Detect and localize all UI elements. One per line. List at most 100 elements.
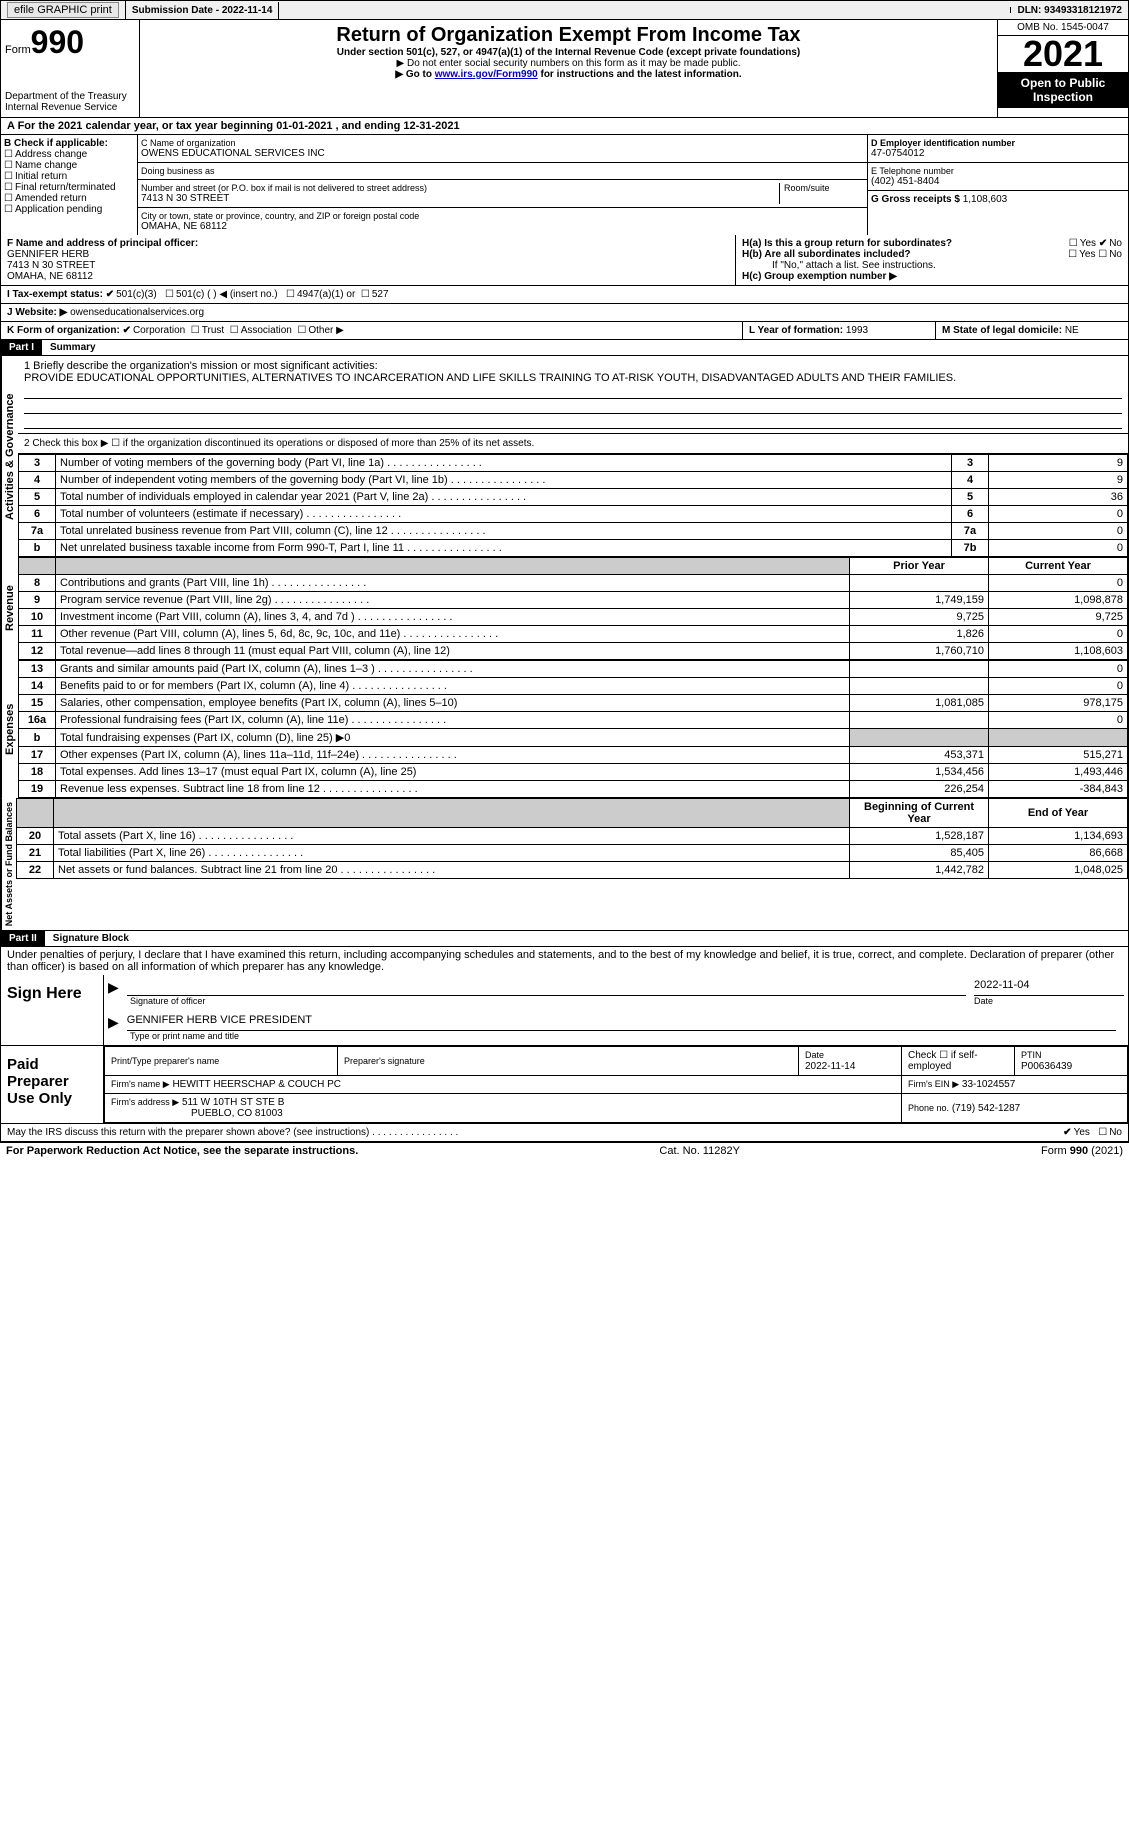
hb-note: If "No," attach a list. See instructions… — [742, 260, 1122, 271]
governance-table: 3Number of voting members of the governi… — [18, 454, 1128, 557]
irs-link[interactable]: www.irs.gov/Form990 — [435, 69, 538, 80]
discuss-row: May the IRS discuss this return with the… — [0, 1124, 1129, 1142]
officer-printed-name: GENNIFER HERB VICE PRESIDENT — [127, 1014, 1116, 1031]
table-row: 4Number of independent voting members of… — [19, 472, 1128, 489]
cb-trust[interactable] — [191, 325, 202, 336]
paid-preparer-label: Paid Preparer Use Only — [1, 1046, 104, 1123]
table-row: 7aTotal unrelated business revenue from … — [19, 523, 1128, 540]
phone-value: (402) 451-8404 — [871, 176, 1125, 187]
table-row: 12Total revenue—add lines 8 through 11 (… — [19, 643, 1128, 660]
hb-yes-cb[interactable] — [1068, 249, 1079, 260]
discuss-yes-cb[interactable] — [1063, 1127, 1073, 1138]
cb-app-pending[interactable] — [4, 204, 15, 215]
city-label: City or town, state or province, country… — [141, 211, 864, 221]
table-row: 6Total number of volunteers (estimate if… — [19, 506, 1128, 523]
note-ssn: ▶ Do not enter social security numbers o… — [144, 58, 993, 69]
phone-label: E Telephone number — [871, 166, 1125, 176]
sign-here-label: Sign Here — [1, 975, 104, 1045]
table-row: 3Number of voting members of the governi… — [19, 455, 1128, 472]
cb-amended[interactable] — [4, 193, 15, 204]
city-value: OMAHA, NE 68112 — [141, 221, 864, 232]
line2: 2 Check this box ▶ ☐ if the organization… — [18, 434, 1128, 454]
table-row: 11Other revenue (Part VIII, column (A), … — [19, 626, 1128, 643]
part2-title: Signature Block — [45, 931, 137, 946]
form-header: Form990 Department of the Treasury Inter… — [0, 20, 1129, 118]
form-title: Return of Organization Exempt From Incom… — [144, 24, 993, 47]
gross-label: G Gross receipts $ — [871, 194, 960, 205]
table-row: 17Other expenses (Part IX, column (A), l… — [19, 747, 1128, 764]
room-label: Room/suite — [784, 183, 864, 193]
table-row: 19Revenue less expenses. Subtract line 1… — [19, 781, 1128, 798]
footer-mid: Cat. No. 11282Y — [659, 1145, 740, 1157]
note-goto-suffix: for instructions and the latest informat… — [538, 69, 742, 80]
hc-label: H(c) Group exemption number ▶ — [742, 271, 1122, 282]
year-formation: 1993 — [846, 325, 868, 336]
line1-label: 1 Briefly describe the organization's mi… — [24, 360, 1122, 372]
table-row: 22Net assets or fund balances. Subtract … — [17, 862, 1128, 879]
cb-other[interactable] — [297, 325, 308, 336]
net-assets-section: Net Assets or Fund Balances Beginning of… — [0, 798, 1129, 931]
street-label: Number and street (or P.O. box if mail i… — [141, 183, 775, 193]
part2-header-row: Part II Signature Block — [0, 931, 1129, 947]
cb-initial-return[interactable] — [4, 171, 15, 182]
ha-yes-cb[interactable] — [1069, 238, 1080, 249]
dln: DLN: 93493318121972 — [1011, 2, 1128, 19]
submission-date: Submission Date - 2022-11-14 — [126, 2, 280, 19]
vert-activities: Activities & Governance — [1, 356, 18, 557]
cb-address-change[interactable] — [4, 149, 15, 160]
vert-expenses: Expenses — [1, 660, 18, 798]
name-title-label: Type or print name and title — [108, 1031, 1124, 1041]
part2-badge: Part II — [1, 931, 45, 946]
expenses-table: 13Grants and similar amounts paid (Part … — [18, 660, 1128, 798]
signature-block: Sign Here ▶ 2022-11-04 Signature of offi… — [0, 975, 1129, 1046]
cb-501c[interactable] — [165, 289, 176, 300]
vert-revenue: Revenue — [1, 557, 18, 660]
table-row: bTotal fundraising expenses (Part IX, co… — [19, 729, 1128, 747]
street-value: 7413 N 30 STREET — [141, 193, 775, 204]
sig-officer-label: Signature of officer — [130, 996, 966, 1006]
expenses-section: Expenses 13Grants and similar amounts pa… — [0, 660, 1129, 798]
preparer-table: Print/Type preparer's name Preparer's si… — [104, 1046, 1128, 1123]
ein-label: D Employer identification number — [871, 138, 1125, 148]
ein-value: 47-0754012 — [871, 148, 1125, 159]
cb-501c3[interactable] — [106, 289, 116, 300]
tax-status-label: I Tax-exempt status: — [7, 289, 103, 300]
paid-preparer-block: Paid Preparer Use Only Print/Type prepar… — [0, 1046, 1129, 1124]
top-bar: efile GRAPHIC print Submission Date - 20… — [0, 0, 1129, 20]
table-row: 9Program service revenue (Part VIII, lin… — [19, 592, 1128, 609]
form-prefix: Form — [5, 44, 31, 56]
hb-no-cb[interactable] — [1098, 249, 1109, 260]
officer-city: OMAHA, NE 68112 — [7, 271, 729, 282]
form-org-label: K Form of organization: — [7, 325, 120, 336]
ha-no-cb[interactable] — [1099, 238, 1109, 249]
gross-value: 1,108,603 — [963, 194, 1008, 205]
officer-name: GENNIFER HERB — [7, 249, 729, 260]
net-assets-table: Beginning of Current YearEnd of Year 20T… — [16, 798, 1128, 879]
cb-final-return[interactable] — [4, 182, 15, 193]
website-value: owenseducationalservices.org — [70, 307, 204, 318]
cb-corp[interactable] — [123, 325, 133, 336]
penalty-text: Under penalties of perjury, I declare th… — [0, 947, 1129, 975]
hb-label: H(b) Are all subordinates included? — [742, 249, 911, 260]
state-domicile: NE — [1065, 325, 1079, 336]
mission-text: PROVIDE EDUCATIONAL OPPORTUNITIES, ALTER… — [24, 372, 1122, 384]
state-domicile-label: M State of legal domicile: — [942, 325, 1062, 336]
discuss-no-cb[interactable] — [1098, 1127, 1109, 1138]
footer-left: For Paperwork Reduction Act Notice, see … — [6, 1145, 358, 1157]
row-f-h: F Name and address of principal officer:… — [0, 235, 1129, 286]
table-row: 21Total liabilities (Part X, line 26)85,… — [17, 845, 1128, 862]
row-a-tax-year: A For the 2021 calendar year, or tax yea… — [0, 118, 1129, 135]
cb-assoc[interactable] — [230, 325, 241, 336]
vert-net: Net Assets or Fund Balances — [1, 798, 16, 930]
cb-527[interactable] — [361, 289, 372, 300]
efile-print-button[interactable]: efile GRAPHIC print — [7, 2, 119, 18]
ha-label: H(a) Is this a group return for subordin… — [742, 238, 952, 249]
irs-label: Internal Revenue Service — [5, 102, 135, 113]
col-b-heading: B Check if applicable: — [4, 138, 134, 149]
cb-name-change[interactable] — [4, 160, 15, 171]
table-row: 18Total expenses. Add lines 13–17 (must … — [19, 764, 1128, 781]
table-row: bNet unrelated business taxable income f… — [19, 540, 1128, 557]
cb-4947[interactable] — [286, 289, 297, 300]
revenue-table: Prior YearCurrent Year 8Contributions an… — [18, 557, 1128, 660]
row-k: K Form of organization: Corporation Trus… — [0, 322, 1129, 340]
